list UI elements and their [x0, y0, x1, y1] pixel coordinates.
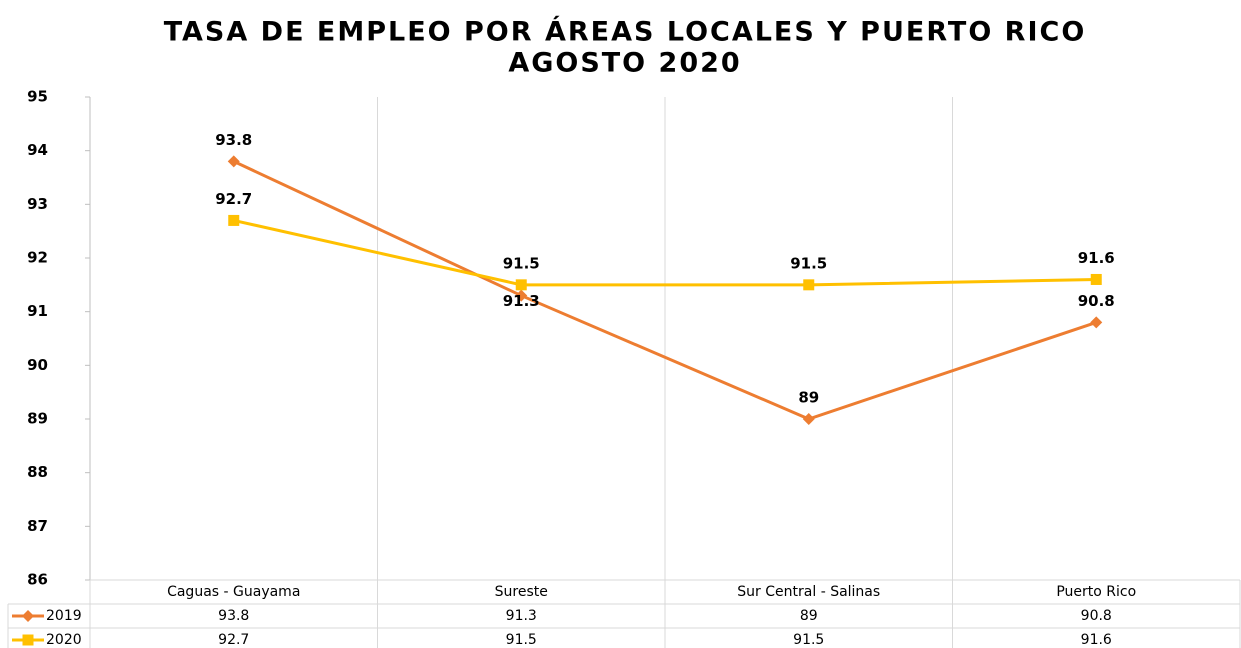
legend-label: 2020 — [46, 632, 82, 648]
y-tick-label: 90 — [27, 356, 48, 374]
x-tick-label: Caguas - Guayama — [167, 584, 300, 600]
x-tick-label: Puerto Rico — [1056, 584, 1136, 600]
series-line — [233, 160, 1097, 421]
data-label: 90.8 — [1078, 292, 1115, 310]
chart-title: AGOSTO 2020 — [508, 48, 741, 79]
data-label: 93.8 — [215, 131, 252, 149]
data-label: 91.6 — [1078, 249, 1115, 267]
y-tick-label: 92 — [27, 249, 48, 267]
y-tick-label: 94 — [27, 141, 48, 159]
marker — [515, 279, 527, 291]
data-label: 89 — [798, 389, 819, 407]
x-tick-label: Sur Central - Salinas — [737, 584, 880, 600]
data-label: 91.5 — [503, 254, 540, 272]
legend-marker — [22, 610, 34, 622]
table-cell: 91.3 — [506, 608, 537, 624]
table-cell: 92.7 — [218, 632, 249, 648]
table-cell: 90.8 — [1081, 608, 1112, 624]
chart-title: TASA DE EMPLEO POR ÁREAS LOCALES Y PUERT… — [164, 16, 1087, 48]
y-tick-label: 88 — [27, 463, 48, 481]
marker — [802, 413, 815, 425]
marker — [1090, 316, 1103, 329]
table-cell: 91.6 — [1081, 632, 1112, 648]
marker — [803, 279, 815, 291]
table-cell: 91.5 — [506, 632, 537, 648]
data-label: 91.5 — [790, 254, 827, 272]
table-cell: 91.5 — [793, 632, 824, 648]
y-tick-label: 91 — [27, 302, 48, 320]
marker — [228, 214, 240, 226]
y-tick-label: 86 — [27, 571, 48, 589]
y-tick-label: 93 — [27, 195, 48, 213]
legend-marker — [22, 634, 34, 646]
table-cell: 89 — [800, 608, 818, 624]
legend-label: 2019 — [46, 608, 82, 624]
data-label: 92.7 — [215, 190, 252, 208]
y-tick-label: 89 — [27, 410, 48, 428]
y-tick-label: 87 — [27, 517, 48, 535]
data-label: 91.3 — [503, 292, 540, 310]
y-tick-label: 95 — [27, 88, 48, 106]
x-tick-label: Sureste — [495, 584, 548, 600]
marker — [1090, 273, 1102, 285]
marker — [227, 155, 240, 168]
table-cell: 93.8 — [218, 608, 249, 624]
series-line — [233, 218, 1097, 287]
marker — [515, 289, 528, 302]
